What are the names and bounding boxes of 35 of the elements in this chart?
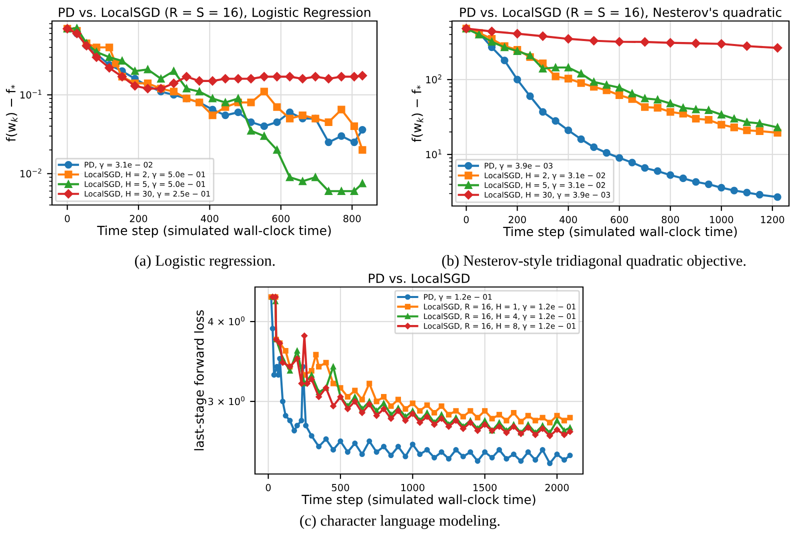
y-axis-title: f(w$_{k}$) − f$_{*}$ xyxy=(412,85,424,142)
x-tick-label: 1000 xyxy=(710,216,734,224)
y-axis-title: f(w$_{k}$) − f$_{*}$ xyxy=(6,84,18,142)
x-axis-title: Time step (simulated wall-clock time) xyxy=(503,226,737,239)
chart-title: PD vs. LocalSGD (R = S = 16), Nesterov's quadratic xyxy=(460,7,782,20)
chart-title: PD vs. LocalSGD (R = S = 16), Logistic Regression xyxy=(58,7,370,20)
y-tick-label: 4 × 10$^{0}$ xyxy=(208,316,245,326)
text: (a) Logistic regression. xyxy=(135,255,275,269)
x-axis-title: Time step (simulated wall-clock time) xyxy=(302,494,536,507)
x-tick-label: 800 xyxy=(662,216,680,224)
x-tick-label: 0 xyxy=(64,214,70,222)
x-tick-label: 1200 xyxy=(761,216,784,224)
y-tick-label: 10$^{−2}$ xyxy=(20,168,42,178)
y-tick-label: 10$^{−1}$ xyxy=(20,90,42,99)
text: (b) Nesterov-style tridiagonal quadratic objective. xyxy=(442,255,746,269)
x-tick-label: 0 xyxy=(266,484,271,492)
x-axis-title: Time step (simulated wall-clock time) xyxy=(97,226,331,238)
y-axis-title: last-stage forward loss xyxy=(194,310,206,450)
x-tick-label: 400 xyxy=(560,216,577,224)
x-tick-label: 200 xyxy=(130,214,148,222)
x-tick-label: 800 xyxy=(343,214,361,222)
x-tick-label: 1500 xyxy=(474,484,497,492)
y-tick-label: 10$^{2}$ xyxy=(426,74,442,84)
x-tick-label: 2000 xyxy=(545,484,569,492)
x-tick-label: 600 xyxy=(610,216,628,224)
x-tick-label: 0 xyxy=(464,216,469,224)
x-tick-label: 600 xyxy=(272,214,290,222)
x-tick-label: 1000 xyxy=(401,484,424,492)
text: (c) character language modeling. xyxy=(300,515,500,529)
x-tick-label: 400 xyxy=(200,214,218,222)
y-tick-label: 3 × 10$^{0}$ xyxy=(208,396,245,406)
x-tick-label: 500 xyxy=(332,484,350,492)
x-tick-label: 200 xyxy=(508,216,526,224)
y-tick-label: 10$^{1}$ xyxy=(426,149,442,158)
chart-title: PD vs. LocalSGD xyxy=(368,273,470,284)
